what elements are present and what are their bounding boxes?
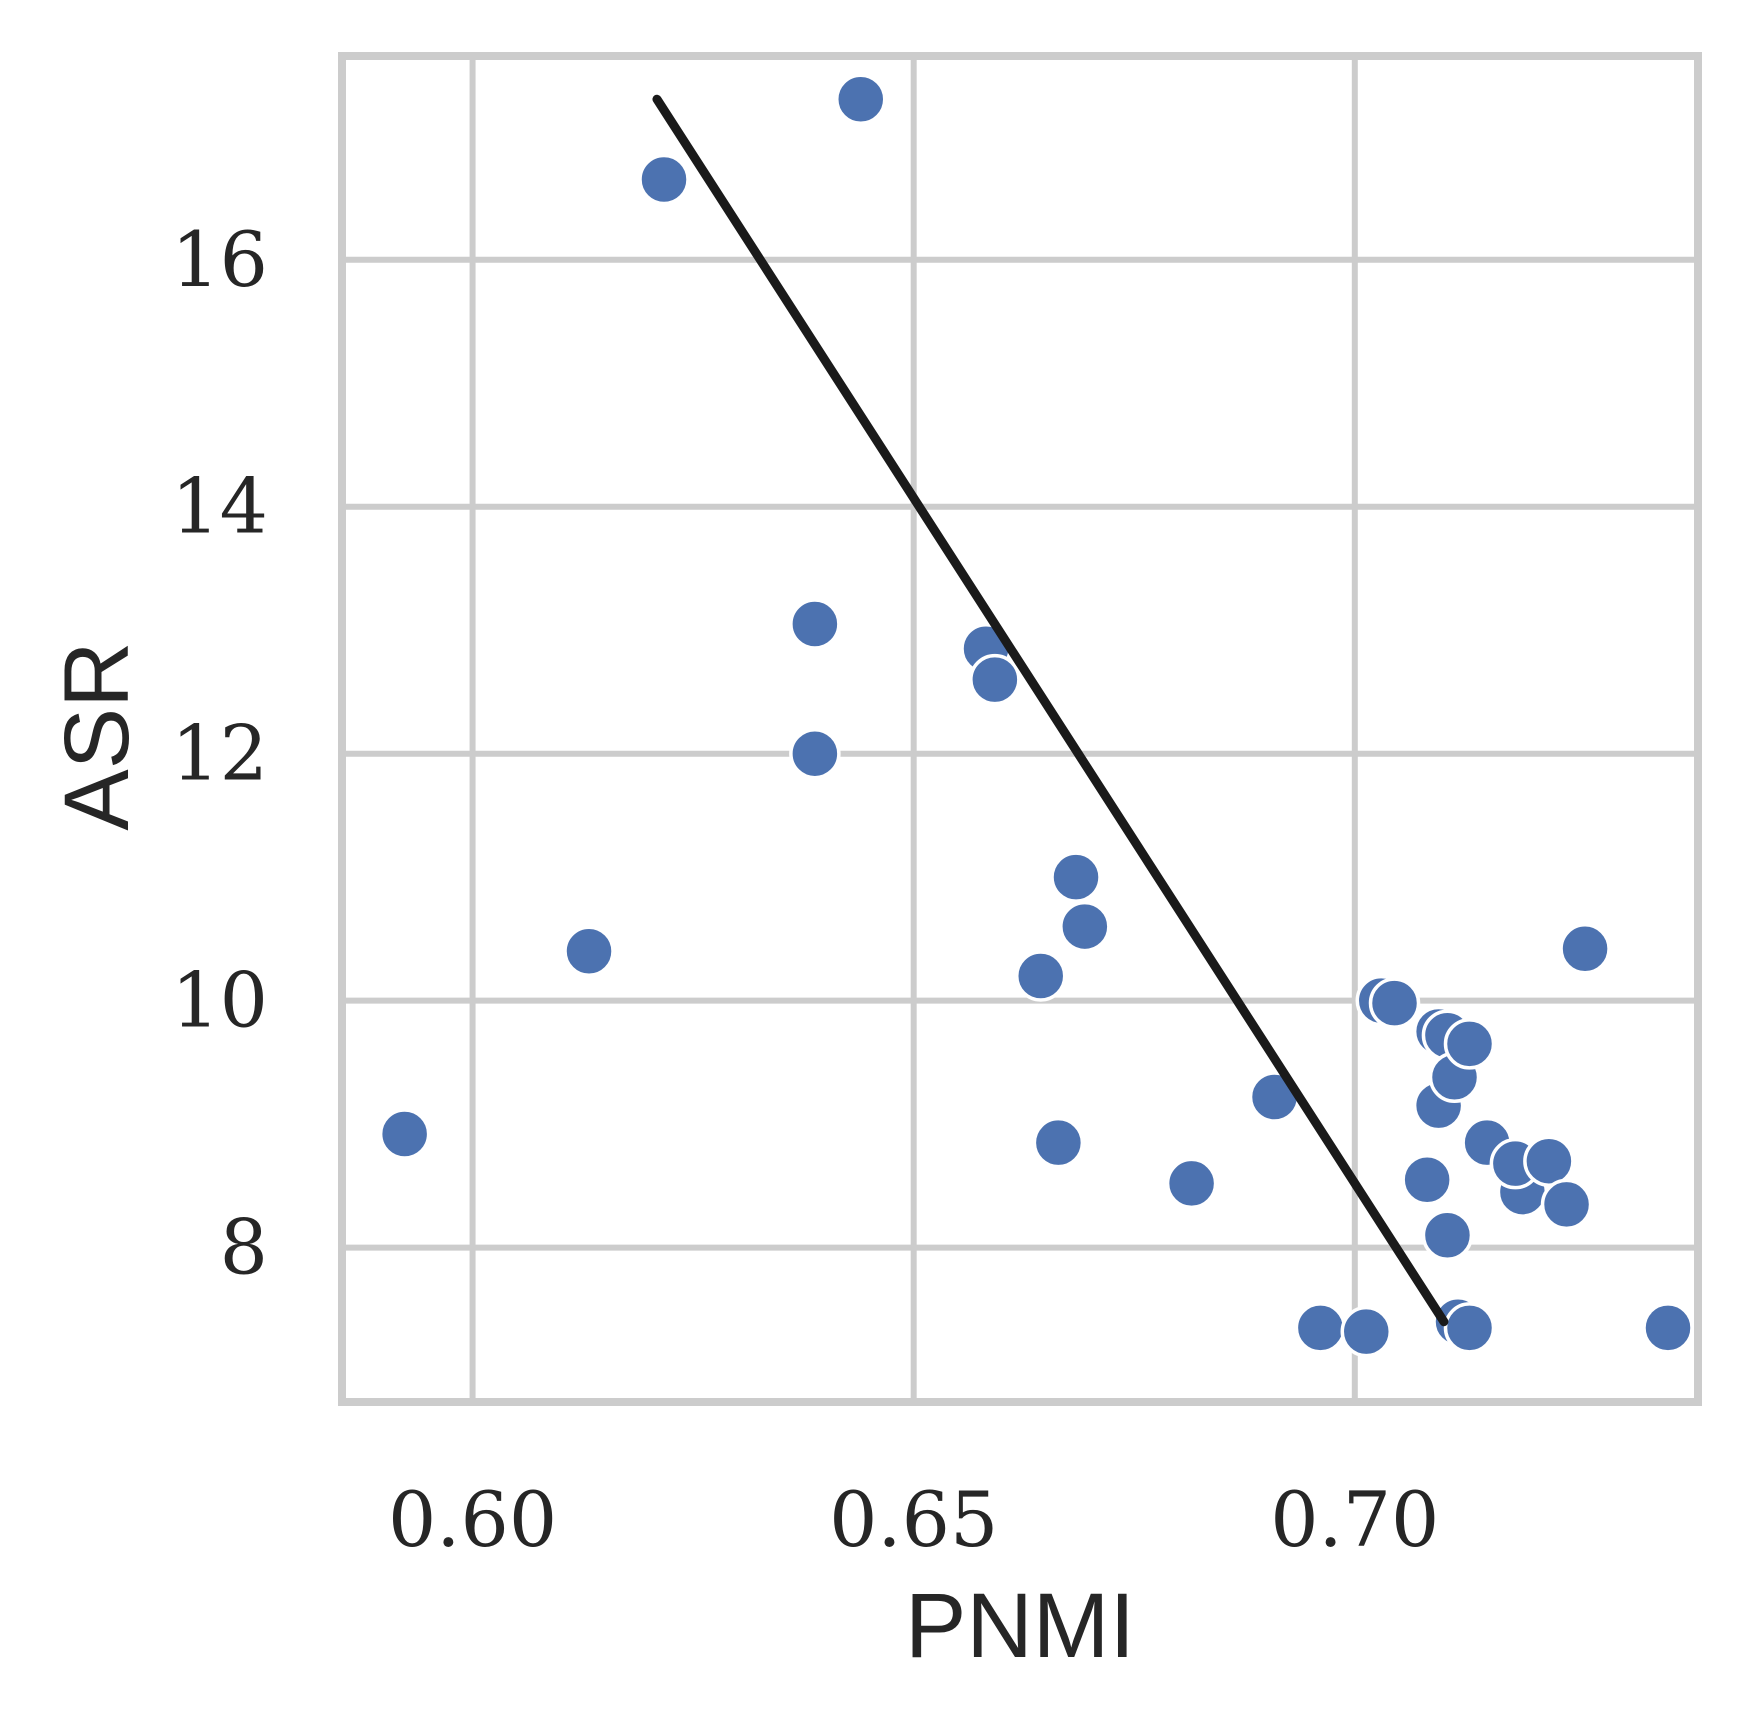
data-point [1443, 1302, 1496, 1354]
data-point [1032, 1116, 1085, 1169]
y-tick-label: 10 [171, 956, 268, 1045]
data-point [789, 598, 841, 650]
data-point [1443, 1018, 1496, 1070]
data-point [1368, 977, 1421, 1029]
x-tick-label: 0.70 [1270, 1475, 1439, 1564]
data-point [1421, 1209, 1474, 1262]
data-point [1014, 950, 1067, 1002]
trend-line-layer [652, 94, 1449, 1327]
data-point [638, 153, 690, 206]
data-point [563, 925, 615, 978]
data-point [1165, 1157, 1218, 1210]
grid-lines [342, 56, 1698, 1402]
data-point [1401, 1153, 1453, 1206]
x-tick-label: 0.60 [388, 1475, 557, 1564]
data-point [1294, 1302, 1347, 1354]
y-tick-label: 12 [171, 709, 268, 798]
plot-frame [338, 52, 1702, 1406]
y-axis-title: ASR [46, 641, 148, 830]
data-point [789, 727, 841, 780]
y-tick-labels: 8 10 12 14 16 [171, 215, 268, 1292]
x-axis-title: PNMI [905, 1575, 1135, 1677]
x-tick-label: 0.65 [829, 1475, 998, 1564]
trend-line [652, 94, 1449, 1327]
data-point [1540, 1178, 1593, 1231]
y-tick-label: 16 [171, 215, 268, 304]
y-tick-label: 8 [220, 1203, 268, 1292]
data-point [1059, 900, 1111, 953]
data-point [378, 1108, 431, 1160]
data-point [1340, 1305, 1393, 1358]
data-point [835, 73, 887, 125]
data-point [969, 653, 1021, 706]
x-tick-labels: 0.60 0.65 0.70 [388, 1475, 1439, 1564]
data-point [1642, 1302, 1694, 1354]
y-tick-label: 14 [171, 462, 268, 551]
data-point [1559, 923, 1611, 975]
data-point [1523, 1135, 1575, 1187]
data-point [1050, 851, 1102, 903]
data-points [378, 73, 1694, 1358]
